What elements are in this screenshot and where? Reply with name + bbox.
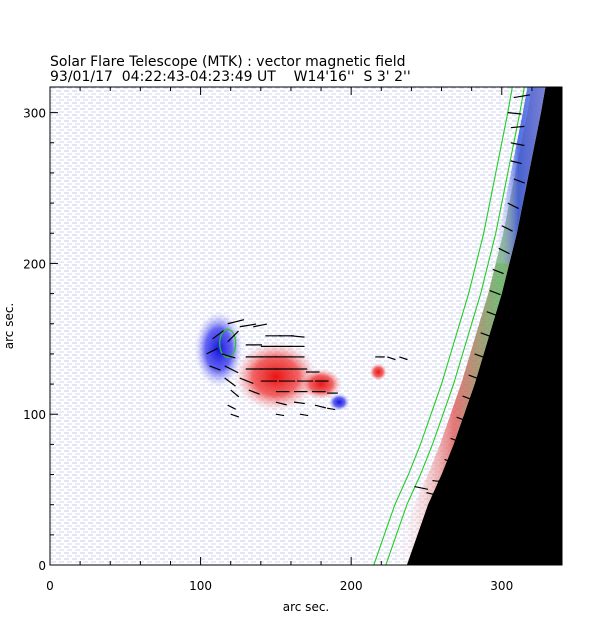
field-vector: [498, 247, 510, 255]
field-vector: [293, 401, 305, 405]
field-vector: [420, 543, 432, 549]
field-vector: [438, 479, 450, 486]
transverse-field-vectors: [206, 94, 531, 549]
field-vector: [239, 377, 254, 385]
field-vector: [513, 178, 525, 184]
field-vector: [399, 356, 408, 361]
field-vector: [253, 323, 267, 328]
x-axis-label: arc sec.: [283, 600, 329, 614]
field-vector: [387, 356, 396, 361]
x-tick-label: 100: [189, 579, 212, 593]
chart-subtitle: 93/01/17 04:22:43-04:23:49 UT W14'16'' S…: [50, 69, 411, 85]
field-vector: [275, 401, 287, 406]
y-axis: 0 100 200 300: [23, 107, 562, 573]
limb-contour-2: [373, 87, 513, 565]
x-tick-label: 300: [490, 579, 513, 593]
field-vector: [224, 377, 236, 387]
off-limb-region: [406, 87, 562, 565]
field-vector: [426, 522, 438, 528]
x-tick-label: 200: [340, 579, 363, 593]
x-axis: 0 100 200 300: [46, 87, 563, 593]
small-negative: [328, 393, 350, 411]
y-axis-label: arc sec.: [2, 303, 16, 349]
field-vector: [501, 225, 513, 232]
field-vector: [314, 404, 327, 409]
positive-extension: [300, 368, 342, 400]
field-vector: [510, 142, 525, 147]
field-vector: [224, 365, 239, 374]
limb-contour-1: [385, 87, 525, 565]
field-vector: [414, 486, 429, 490]
y-tick-label: 0: [38, 559, 46, 573]
field-vector: [209, 365, 221, 371]
field-vector: [513, 94, 531, 99]
limb-edge-band-negative: [491, 87, 546, 264]
field-vector: [248, 389, 260, 395]
small-positive: [369, 363, 387, 381]
field-vector: [510, 160, 522, 165]
field-vector: [206, 347, 218, 355]
positive-spot: [234, 341, 318, 412]
field-vector: [507, 112, 522, 115]
y-tick-label: 200: [23, 257, 46, 271]
field-vector: [221, 353, 236, 359]
field-vector: [239, 323, 257, 328]
field-vector: [450, 437, 462, 443]
field-vector: [212, 330, 224, 340]
field-vector: [230, 413, 240, 418]
plot-area: [50, 87, 562, 565]
field-vector: [227, 404, 237, 410]
field-vector: [230, 389, 240, 398]
x-tick-label: 0: [46, 579, 54, 593]
field-vector: [426, 492, 438, 496]
field-vector: [290, 335, 305, 338]
field-vector: [227, 330, 239, 343]
y-tick-label: 100: [23, 408, 46, 422]
field-vector: [507, 202, 519, 210]
field-vector: [227, 319, 245, 325]
field-vector: [299, 413, 309, 417]
field-vector: [326, 407, 336, 411]
field-vector: [510, 125, 525, 129]
field-vector: [456, 416, 468, 422]
field-vector: [474, 353, 486, 359]
field-vector: [480, 332, 492, 338]
neutral-line-contour: [219, 328, 237, 358]
field-vector: [432, 501, 444, 507]
field-vector: [489, 290, 501, 296]
field-vector: [468, 374, 480, 380]
field-vector: [486, 311, 498, 317]
field-vector: [275, 413, 285, 417]
plot-frame: [49, 86, 563, 566]
y-tick-label: 300: [23, 107, 46, 121]
field-vector: [492, 268, 504, 275]
solar-limb: [373, 87, 562, 565]
field-vector: [444, 458, 456, 465]
chart-title: Solar Flare Telescope (MTK) : vector mag…: [50, 54, 406, 70]
field-vector: [462, 395, 474, 401]
